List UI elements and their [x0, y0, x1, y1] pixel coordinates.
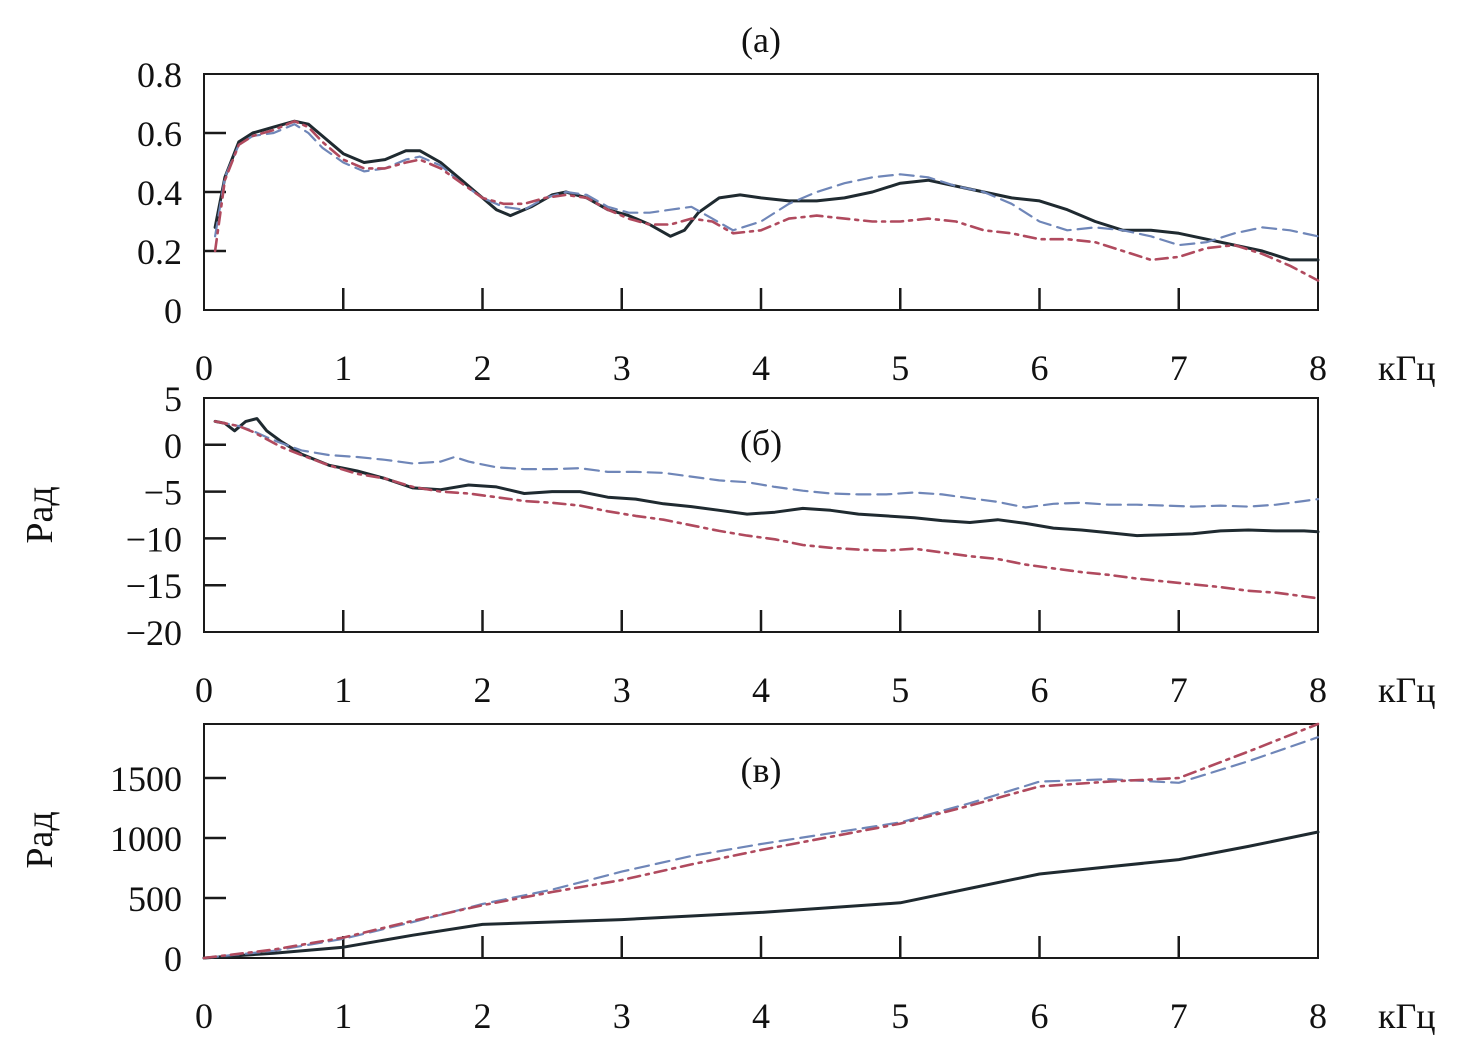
- y-axis-title: Рад: [19, 486, 61, 543]
- y-tick-label: 0: [164, 291, 182, 331]
- y-tick-label: 1500: [110, 759, 182, 799]
- panel-label: (б): [740, 423, 782, 463]
- x-tick-label: 3: [613, 348, 631, 388]
- y-tick-label: −20: [126, 613, 182, 653]
- x-unit-label: кГц: [1378, 996, 1436, 1036]
- panel-label: (а): [741, 20, 781, 60]
- x-tick-label: 7: [1170, 996, 1188, 1036]
- series-line-dashdot: [202, 722, 1320, 960]
- y-tick-label: 0: [164, 426, 182, 466]
- x-tick-label: 3: [613, 670, 631, 710]
- x-tick-label: 1: [334, 670, 352, 710]
- x-tick-label: 8: [1309, 670, 1327, 710]
- x-tick-label: 1: [334, 996, 352, 1036]
- series-line-dashdot: [213, 119, 1320, 282]
- series-line-solid: [202, 830, 1320, 960]
- x-tick-label: 5: [891, 670, 909, 710]
- y-tick-label: −5: [144, 473, 182, 513]
- x-tick-label: 0: [195, 348, 213, 388]
- y-tick-label: 0: [164, 939, 182, 979]
- y-tick-label: 1000: [110, 819, 182, 859]
- y-tick-label: 0.8: [137, 55, 182, 95]
- series-line-dashed: [214, 420, 1320, 509]
- panel-b: 0 1 2 3 4 5 6 7 8 кГц 5 0 −5 −10 −15 −20 Рад (б): [19, 379, 1436, 710]
- x-tick-label: 2: [474, 996, 492, 1036]
- x-tick-label: 2: [474, 670, 492, 710]
- x-tick-label: 8: [1309, 996, 1327, 1036]
- x-tick-label: 7: [1170, 348, 1188, 388]
- series-line-solid: [213, 119, 1320, 262]
- x-tick-label: 0: [195, 996, 213, 1036]
- x-tick-label: 6: [1031, 996, 1049, 1036]
- y-tick-label: −10: [126, 519, 182, 559]
- x-unit-label: кГц: [1378, 670, 1436, 710]
- y-axis-title: Рад: [19, 811, 61, 868]
- x-tick-label: 0: [195, 670, 213, 710]
- x-tick-label: 8: [1309, 348, 1327, 388]
- x-tick-label: 4: [752, 348, 770, 388]
- x-unit-label: кГц: [1378, 348, 1436, 388]
- y-tick-label: 5: [164, 379, 182, 419]
- y-tick-label: 0.2: [137, 232, 182, 272]
- x-tick-label: 4: [752, 996, 770, 1036]
- x-tick-label: 1: [334, 348, 352, 388]
- x-tick-label: 7: [1170, 670, 1188, 710]
- x-tick-label: 2: [474, 348, 492, 388]
- panel-label: (в): [741, 750, 782, 790]
- y-tick-label: −15: [126, 566, 182, 606]
- x-tick-label: 5: [891, 348, 909, 388]
- series-line-dashed: [214, 123, 1320, 247]
- x-tick-label: 5: [891, 996, 909, 1036]
- panel-c: 0 1 2 3 4 5 6 7 8 кГц 0 500 1000 1500 Рад (в): [19, 722, 1436, 1036]
- plot-frame: [203, 73, 1319, 311]
- x-tick-label: 3: [613, 996, 631, 1036]
- series-line-dashdot: [213, 420, 1320, 600]
- x-tick-label: 6: [1031, 670, 1049, 710]
- y-tick-label: 500: [128, 879, 182, 919]
- x-tick-label: 4: [752, 670, 770, 710]
- panel-a: 0 1 2 3 4 5 6 7 8 кГц 0 0.2 0.4 0.6 0.8 (а): [137, 20, 1436, 388]
- y-tick-label: 0.4: [137, 173, 182, 213]
- y-tick-label: 0.6: [137, 114, 182, 154]
- x-tick-label: 6: [1031, 348, 1049, 388]
